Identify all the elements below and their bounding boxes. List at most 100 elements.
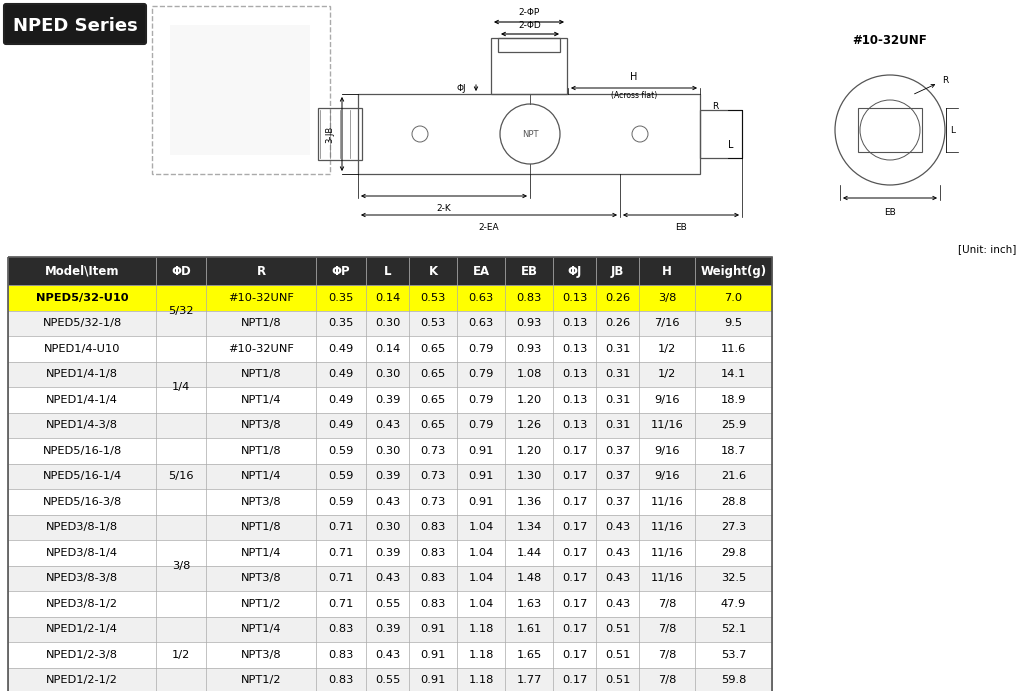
Text: #10-32UNF: #10-32UNF bbox=[853, 33, 928, 46]
Text: 52.1: 52.1 bbox=[721, 624, 746, 634]
Text: 1.65: 1.65 bbox=[516, 650, 542, 660]
Text: ΦP: ΦP bbox=[332, 265, 350, 278]
Text: 0.83: 0.83 bbox=[420, 522, 445, 532]
Text: 0.43: 0.43 bbox=[605, 598, 630, 609]
Text: 1.63: 1.63 bbox=[516, 598, 542, 609]
Text: 0.17: 0.17 bbox=[562, 471, 587, 481]
Text: 0.83: 0.83 bbox=[420, 598, 445, 609]
Bar bbox=[366, 257, 409, 285]
Text: NPED1/4-1/8: NPED1/4-1/8 bbox=[46, 369, 118, 379]
Text: 1.26: 1.26 bbox=[516, 420, 542, 430]
Text: 0.71: 0.71 bbox=[329, 598, 353, 609]
Text: JB: JB bbox=[610, 265, 625, 278]
Text: 11/16: 11/16 bbox=[650, 548, 683, 558]
Text: 0.43: 0.43 bbox=[605, 574, 630, 583]
Text: 32.5: 32.5 bbox=[721, 574, 746, 583]
Text: 0.73: 0.73 bbox=[420, 471, 445, 481]
Text: 0.31: 0.31 bbox=[605, 369, 630, 379]
Bar bbox=[8, 591, 772, 616]
Text: 0.30: 0.30 bbox=[375, 319, 400, 328]
Bar bbox=[316, 257, 366, 285]
Text: 5/16: 5/16 bbox=[168, 471, 194, 481]
Text: 0.79: 0.79 bbox=[468, 343, 494, 354]
Text: 0.30: 0.30 bbox=[375, 446, 400, 456]
Text: #10-32UNF: #10-32UNF bbox=[228, 343, 294, 354]
Text: 0.17: 0.17 bbox=[562, 446, 587, 456]
Text: 0.17: 0.17 bbox=[562, 522, 587, 532]
Text: 1.44: 1.44 bbox=[516, 548, 542, 558]
Text: 11/16: 11/16 bbox=[650, 522, 683, 532]
Text: 0.71: 0.71 bbox=[329, 574, 353, 583]
Text: 0.91: 0.91 bbox=[420, 675, 445, 685]
Bar bbox=[170, 25, 310, 155]
Bar bbox=[505, 257, 553, 285]
Text: 14.1: 14.1 bbox=[721, 369, 746, 379]
Text: NPT3/8: NPT3/8 bbox=[241, 574, 282, 583]
Text: 1.18: 1.18 bbox=[468, 675, 494, 685]
FancyBboxPatch shape bbox=[4, 4, 146, 44]
Text: 0.14: 0.14 bbox=[375, 293, 400, 303]
Text: NPED5/16-3/8: NPED5/16-3/8 bbox=[42, 497, 122, 507]
Text: NPT1/4: NPT1/4 bbox=[241, 548, 282, 558]
Text: 0.51: 0.51 bbox=[605, 675, 630, 685]
Text: NPT1/4: NPT1/4 bbox=[241, 395, 282, 405]
Text: 0.35: 0.35 bbox=[329, 319, 353, 328]
Text: NPT3/8: NPT3/8 bbox=[241, 497, 282, 507]
Bar bbox=[152, 6, 330, 174]
Text: 18.7: 18.7 bbox=[721, 446, 746, 456]
Text: NPED5/16-1/4: NPED5/16-1/4 bbox=[42, 471, 122, 481]
Text: NPED1/4-1/4: NPED1/4-1/4 bbox=[46, 395, 118, 405]
Text: L: L bbox=[384, 265, 391, 278]
Text: NPT3/8: NPT3/8 bbox=[241, 650, 282, 660]
Text: 7/8: 7/8 bbox=[657, 675, 676, 685]
Bar bbox=[8, 668, 772, 691]
Bar bbox=[457, 257, 505, 285]
Text: 0.17: 0.17 bbox=[562, 574, 587, 583]
Text: 0.39: 0.39 bbox=[375, 395, 400, 405]
Text: NPED5/32-U10: NPED5/32-U10 bbox=[36, 293, 128, 303]
Text: 27.3: 27.3 bbox=[721, 522, 746, 532]
Text: 0.13: 0.13 bbox=[562, 420, 587, 430]
Text: 0.17: 0.17 bbox=[562, 675, 587, 685]
Text: 0.43: 0.43 bbox=[375, 574, 400, 583]
Text: ΦJ: ΦJ bbox=[567, 265, 582, 278]
Text: 1.48: 1.48 bbox=[516, 574, 542, 583]
Bar bbox=[596, 257, 639, 285]
Text: #10-32UNF: #10-32UNF bbox=[228, 293, 294, 303]
Text: 9/16: 9/16 bbox=[654, 471, 680, 481]
Bar bbox=[8, 310, 772, 336]
Bar bbox=[8, 336, 772, 361]
Text: 1.18: 1.18 bbox=[468, 650, 494, 660]
Text: 0.17: 0.17 bbox=[562, 598, 587, 609]
Bar bbox=[8, 387, 772, 413]
Text: 1.18: 1.18 bbox=[468, 624, 494, 634]
Text: 3-JB: 3-JB bbox=[325, 125, 334, 142]
Text: 0.31: 0.31 bbox=[605, 343, 630, 354]
Text: 0.14: 0.14 bbox=[375, 343, 400, 354]
Text: 0.93: 0.93 bbox=[516, 319, 542, 328]
Text: [Unit: inch]: [Unit: inch] bbox=[957, 244, 1016, 254]
Text: 0.83: 0.83 bbox=[329, 675, 353, 685]
Text: 0.13: 0.13 bbox=[562, 395, 587, 405]
Text: NPT1/2: NPT1/2 bbox=[241, 598, 282, 609]
Bar bbox=[8, 642, 772, 668]
Text: 0.83: 0.83 bbox=[329, 650, 353, 660]
Text: 0.17: 0.17 bbox=[562, 650, 587, 660]
Text: L: L bbox=[950, 126, 955, 135]
Text: 0.37: 0.37 bbox=[605, 446, 630, 456]
Text: NPT1/4: NPT1/4 bbox=[241, 624, 282, 634]
Text: NPT1/8: NPT1/8 bbox=[241, 369, 282, 379]
Text: 53.7: 53.7 bbox=[721, 650, 746, 660]
Bar bbox=[8, 257, 156, 285]
Text: 29.8: 29.8 bbox=[721, 548, 746, 558]
Text: 9/16: 9/16 bbox=[654, 446, 680, 456]
Text: NPED3/8-1/4: NPED3/8-1/4 bbox=[46, 548, 118, 558]
Text: 1.61: 1.61 bbox=[516, 624, 542, 634]
Bar bbox=[858, 108, 922, 152]
Text: 28.8: 28.8 bbox=[721, 497, 746, 507]
Text: 0.83: 0.83 bbox=[329, 624, 353, 634]
Text: 1/4: 1/4 bbox=[172, 382, 190, 392]
Text: 1.04: 1.04 bbox=[468, 598, 494, 609]
Text: 0.49: 0.49 bbox=[329, 369, 353, 379]
Text: 7.0: 7.0 bbox=[724, 293, 742, 303]
